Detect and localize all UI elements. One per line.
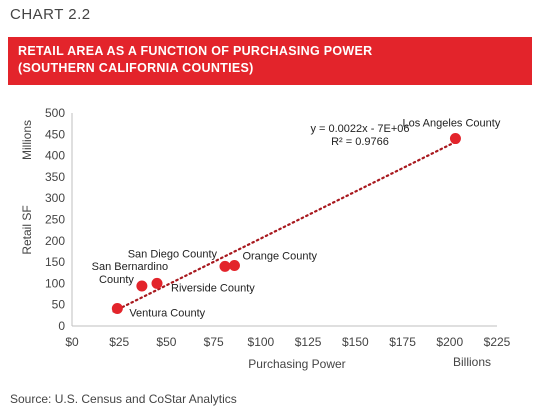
point-label: Los Angeles County bbox=[403, 118, 501, 130]
x-tick-label: $25 bbox=[109, 335, 129, 349]
x-tick-label: $200 bbox=[436, 335, 463, 349]
y-tick-label: 150 bbox=[45, 255, 65, 269]
x-tick-label: $175 bbox=[389, 335, 416, 349]
point-label: San Diego County bbox=[128, 248, 218, 260]
tick-labels: 0 50 100 150 200 250 300 350 400 450 500 $0 $25 $50 $7… bbox=[45, 106, 511, 349]
trendline-group bbox=[112, 140, 457, 313]
axes bbox=[71, 113, 497, 327]
y-tick-label: 0 bbox=[58, 319, 65, 333]
data-point bbox=[136, 280, 148, 292]
data-point bbox=[219, 260, 231, 272]
data-point bbox=[151, 277, 163, 289]
point-label: Riverside County bbox=[171, 282, 255, 294]
data-point bbox=[228, 260, 240, 272]
y-tick-label: 350 bbox=[45, 170, 65, 184]
chart-title-banner: RETAIL AREA AS A FUNCTION OF PURCHASING … bbox=[8, 37, 532, 85]
x-tick-label: $100 bbox=[248, 335, 275, 349]
x-axis-unit: Billions bbox=[453, 355, 491, 369]
x-tick-label: $50 bbox=[156, 335, 176, 349]
trendline-r-squared: R² = 0.9766 bbox=[331, 136, 389, 148]
data-point bbox=[111, 303, 123, 315]
y-tick-label: 500 bbox=[45, 106, 65, 120]
y-tick-label: 50 bbox=[52, 298, 66, 312]
source-note: Source: U.S. Census and CoStar Analytics bbox=[10, 392, 237, 406]
point-label: Orange County bbox=[242, 251, 317, 263]
chart-title-line-2: (SOUTHERN CALIFORNIA COUNTIES) bbox=[18, 61, 254, 75]
trendline bbox=[112, 140, 457, 313]
y-tick-label: 450 bbox=[45, 127, 65, 141]
x-tick-label: $225 bbox=[484, 335, 511, 349]
x-tick-label: $150 bbox=[342, 335, 369, 349]
chart-title-line-1: RETAIL AREA AS A FUNCTION OF PURCHASING … bbox=[18, 44, 373, 58]
y-tick-label: 300 bbox=[45, 191, 65, 205]
point-labels: Los Angeles County Orange County San Diego… bbox=[92, 118, 501, 320]
data-points bbox=[111, 133, 461, 315]
chart-number: CHART 2.2 bbox=[10, 6, 91, 23]
x-tick-label: $75 bbox=[204, 335, 224, 349]
y-tick-label: 200 bbox=[45, 234, 65, 248]
y-tick-label: 100 bbox=[45, 276, 65, 290]
x-tick-label: $125 bbox=[295, 335, 322, 349]
x-tick-label: $0 bbox=[65, 335, 79, 349]
trendline-equation: y = 0.0022x - 7E+06 bbox=[310, 123, 409, 135]
point-label: San Bernardino County bbox=[92, 261, 168, 286]
y-axis-title: Retail SF bbox=[20, 205, 34, 254]
x-axis-title: Purchasing Power bbox=[248, 357, 345, 371]
point-label: Ventura County bbox=[129, 308, 205, 320]
y-axis-unit: Millions bbox=[20, 120, 34, 160]
y-tick-label: 400 bbox=[45, 149, 65, 163]
y-tick-label: 250 bbox=[45, 213, 65, 227]
data-point bbox=[449, 133, 461, 145]
